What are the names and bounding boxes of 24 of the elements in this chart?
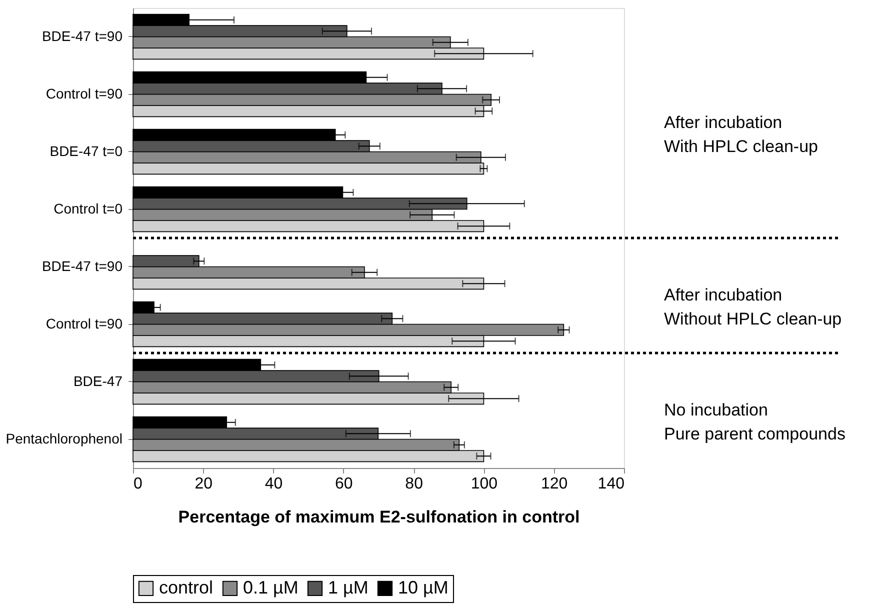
x-tick-label: 20	[194, 476, 213, 492]
x-axis-title: Percentage of maximum E2-sulfonation in control	[178, 508, 580, 526]
y-tick-label: Control t=90	[46, 315, 123, 332]
y-tick-label: BDE-47 t=90	[42, 258, 123, 274]
x-tick-label: 80	[405, 476, 424, 492]
x-tick-label: 120	[541, 476, 568, 492]
legend-label: 0.1 µM	[243, 577, 298, 598]
y-tick-label: Control t=90	[46, 85, 123, 102]
y-tick-label: BDE-47 t=90	[42, 28, 123, 44]
x-tick-label: 0	[134, 476, 142, 492]
y-tick-label: Control t=0	[54, 200, 123, 216]
x-tick-label: 40	[264, 476, 283, 492]
legend-label: control	[159, 577, 214, 598]
text: After incubation With HPLC clean-up	[664, 113, 818, 156]
y-tick-label: Pentachlorophenol	[6, 430, 122, 446]
legend-label: 10 µM	[398, 577, 448, 598]
text: No incubation Pure parent compounds	[664, 400, 846, 444]
x-tick-label: 60	[335, 476, 353, 492]
legend-label: 1 µM	[328, 577, 368, 598]
text: After incubation Without HPLC clean-up	[664, 286, 842, 328]
y-tick-label: BDE-47	[73, 372, 123, 389]
x-tick-label: 140	[598, 476, 625, 492]
x-tick-label: 100	[470, 476, 498, 492]
y-tick-label: BDE-47 t=0	[50, 142, 123, 159]
